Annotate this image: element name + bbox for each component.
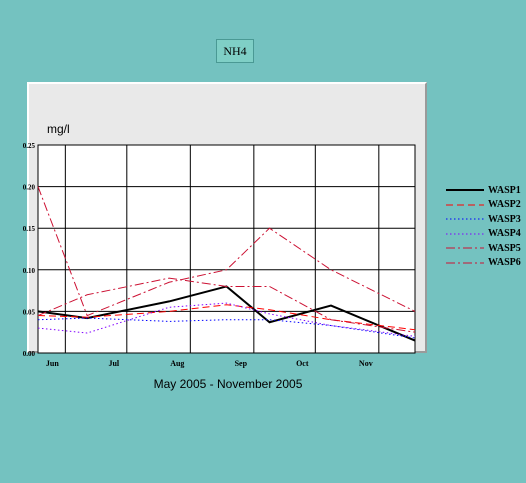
y-tick-label: 0.25 [23, 142, 36, 150]
series-line-wasp2 [37, 304, 416, 331]
legend-swatch [446, 247, 484, 249]
series-line-wasp5 [37, 277, 416, 333]
y-tick-label: 0.10 [23, 267, 36, 275]
legend-label: WASP2 [488, 199, 521, 211]
chart-title: NH4 [216, 39, 254, 63]
legend-swatch [446, 204, 484, 206]
y-tick-label: 0.05 [23, 308, 36, 316]
chart-legend: WASP1 WASP2 WASP3 WASP4 WASP5 WASP6 [446, 183, 526, 270]
x-tick-label: Nov [359, 359, 373, 368]
legend-label: WASP1 [488, 184, 521, 196]
x-tick-label: Oct [296, 359, 309, 368]
x-tick-label: Sep [235, 359, 248, 368]
legend-swatch [446, 233, 484, 235]
legend-swatch [446, 262, 484, 264]
legend-label: WASP6 [488, 257, 521, 269]
series-line-wasp4 [37, 302, 416, 337]
legend-label: WASP3 [488, 213, 521, 225]
series-line-wasp3 [37, 317, 416, 339]
y-axis-label: mg/l [47, 122, 70, 136]
series-line-wasp6 [37, 186, 416, 317]
x-axis-label: May 2005 - November 2005 [154, 377, 303, 391]
legend-item-wasp6: WASP6 [446, 256, 526, 271]
legend-swatch [446, 218, 484, 220]
legend-item-wasp5: WASP5 [446, 241, 526, 256]
x-tick-label: Jul [108, 359, 119, 368]
x-tick-label: Aug [170, 359, 184, 368]
legend-label: WASP5 [488, 242, 521, 254]
legend-item-wasp1: WASP1 [446, 183, 526, 198]
legend-label: WASP4 [488, 228, 521, 240]
legend-item-wasp4: WASP4 [446, 227, 526, 242]
y-tick-label: 0.20 [23, 184, 36, 192]
x-tick-label: Jun [46, 359, 59, 368]
legend-swatch [446, 189, 484, 192]
legend-item-wasp3: WASP3 [446, 212, 526, 227]
y-tick-label: 0.15 [23, 225, 36, 233]
plot-area [37, 144, 416, 354]
y-tick-label: 0.00 [23, 350, 36, 358]
legend-item-wasp2: WASP2 [446, 198, 526, 213]
